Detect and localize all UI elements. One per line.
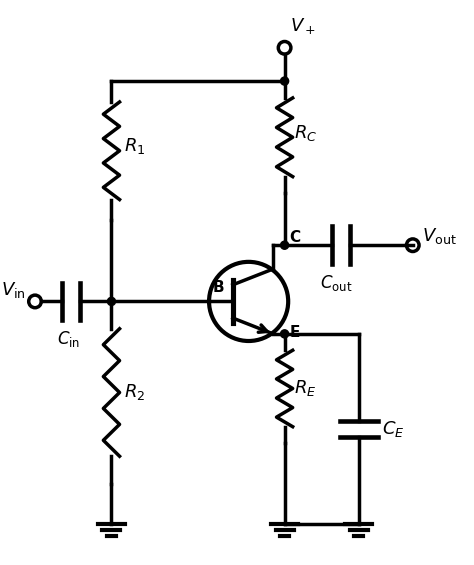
Circle shape bbox=[108, 297, 116, 306]
Text: B: B bbox=[213, 280, 224, 295]
Circle shape bbox=[281, 77, 289, 85]
Text: $R_2$: $R_2$ bbox=[124, 383, 146, 402]
Text: $C_{\rm in}$: $C_{\rm in}$ bbox=[57, 329, 80, 349]
Text: $C_{\rm out}$: $C_{\rm out}$ bbox=[320, 273, 353, 293]
Text: E: E bbox=[290, 325, 301, 341]
Circle shape bbox=[281, 241, 289, 249]
Text: $R_C$: $R_C$ bbox=[294, 123, 318, 143]
Text: $R_E$: $R_E$ bbox=[294, 379, 317, 398]
Circle shape bbox=[281, 330, 289, 338]
Text: $V_{\rm out}$: $V_{\rm out}$ bbox=[422, 226, 456, 246]
Text: C: C bbox=[289, 229, 300, 245]
Text: $V_{\rm in}$: $V_{\rm in}$ bbox=[1, 280, 26, 300]
Text: $C_E$: $C_E$ bbox=[382, 419, 405, 439]
Text: $V_+$: $V_+$ bbox=[290, 16, 316, 36]
Text: $R_1$: $R_1$ bbox=[124, 136, 146, 157]
